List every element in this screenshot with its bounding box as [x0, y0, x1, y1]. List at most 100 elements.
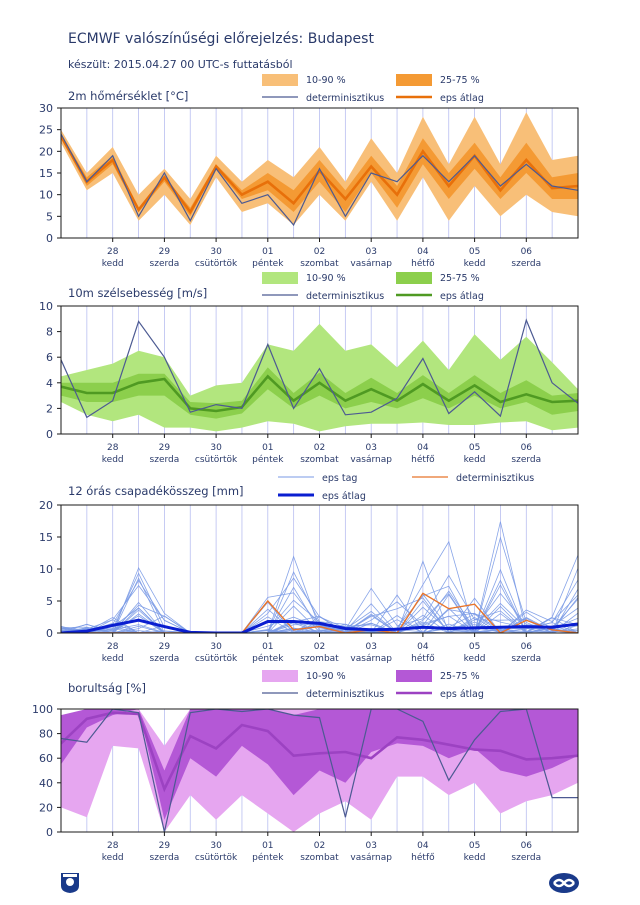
x-tick-day: 06 — [521, 443, 533, 453]
y-tick-label: 0 — [46, 232, 53, 245]
legend-label: 10-90 % — [306, 273, 346, 284]
x-tick-day: 02 — [314, 247, 325, 257]
x-tick-weekday: vasárnap — [350, 455, 392, 465]
x-tick-day: 01 — [262, 247, 273, 257]
eps-member-line — [61, 536, 578, 633]
eps-mean-line — [61, 711, 578, 793]
x-tick-day: 03 — [365, 841, 376, 851]
legend-label: eps átlag — [440, 93, 484, 104]
y-tick-label: 10 — [39, 563, 53, 576]
legend-swatch-10-90 — [262, 670, 298, 682]
y-tick-label: 4 — [46, 377, 53, 390]
x-tick-weekday: péntek — [252, 653, 284, 664]
x-tick-weekday: szombat — [300, 853, 339, 863]
deterministic-line — [61, 318, 578, 419]
deterministic-line — [61, 133, 578, 227]
y-tick-label: 15 — [39, 167, 53, 180]
y-tick-label: 0 — [46, 627, 53, 640]
eps-mean-line — [61, 618, 578, 633]
x-tick-weekday: szerda — [511, 654, 541, 664]
panel-title: 10m szélsebesség [m/s] — [68, 286, 207, 300]
deterministic-line — [61, 709, 578, 832]
x-tick-weekday: szerda — [511, 259, 541, 269]
x-tick-weekday: kedd — [102, 455, 124, 465]
x-tick-weekday: vasárnap — [350, 654, 392, 664]
x-tick-day: 06 — [521, 841, 533, 851]
x-tick-day: 04 — [417, 841, 429, 851]
legend-label: 10-90 % — [306, 75, 346, 86]
y-tick-label: 10 — [39, 189, 53, 202]
legend-swatch-25-75 — [396, 670, 432, 682]
y-tick-label: 80 — [39, 728, 53, 741]
x-tick-weekday: hétfő — [411, 852, 435, 863]
eps-mean-line — [61, 374, 578, 413]
x-tick-weekday: kedd — [464, 259, 486, 269]
x-tick-day: 04 — [417, 247, 429, 257]
y-tick-label: 20 — [39, 801, 53, 814]
x-tick-weekday: hétfő — [411, 653, 435, 664]
x-tick-day: 05 — [469, 642, 480, 652]
x-tick-weekday: csütörtök — [195, 259, 238, 269]
x-tick-day: 30 — [210, 841, 222, 851]
x-tick-day: 01 — [262, 642, 273, 652]
x-tick-day: 29 — [159, 247, 171, 257]
legend-label: determinisztikus — [306, 291, 384, 302]
x-tick-weekday: csütörtök — [195, 853, 238, 863]
x-tick-weekday: kedd — [102, 654, 124, 664]
y-tick-label: 6 — [46, 351, 53, 364]
x-tick-weekday: péntek — [252, 852, 284, 863]
legend-label: eps tag — [322, 473, 357, 484]
chart-title: ECMWF valószínűségi előrejelzés: Budapes… — [68, 31, 374, 47]
x-tick-weekday: kedd — [464, 654, 486, 664]
legend-swatch-25-75 — [396, 74, 432, 86]
panel-4: 02040608010028kedd29szerda30csütörtök01p… — [32, 670, 579, 863]
legend-swatch-10-90 — [262, 272, 298, 284]
x-tick-day: 05 — [469, 247, 480, 257]
y-tick-label: 5 — [46, 595, 53, 608]
panel-title: 12 órás csapadékösszeg [mm] — [68, 484, 244, 498]
y-tick-label: 30 — [39, 102, 53, 115]
x-tick-day: 05 — [469, 443, 480, 453]
x-tick-day: 01 — [262, 443, 273, 453]
x-tick-weekday: kedd — [102, 259, 124, 269]
x-tick-day: 28 — [107, 841, 119, 851]
panel-title: 2m hőmérséklet [°C] — [68, 89, 188, 103]
x-tick-weekday: vasárnap — [350, 853, 392, 863]
chart-subtitle: készült: 2015.04.27 00 UTC-s futtatásból — [68, 58, 293, 71]
eps-member-line — [61, 555, 578, 633]
y-tick-label: 20 — [39, 145, 53, 158]
x-tick-day: 28 — [107, 443, 119, 453]
legend-swatch-25-75 — [396, 272, 432, 284]
eps-member-line — [61, 601, 578, 633]
x-tick-weekday: csütörtök — [195, 455, 238, 465]
legend-label: eps átlag — [440, 689, 484, 700]
x-tick-day: 30 — [210, 247, 222, 257]
panel-1: 05101520253028kedd29szerda30csütörtök01p… — [39, 74, 579, 269]
x-tick-weekday: szombat — [300, 654, 339, 664]
x-tick-day: 29 — [159, 841, 171, 851]
y-tick-label: 20 — [39, 499, 53, 512]
x-tick-weekday: szerda — [150, 853, 180, 863]
x-tick-day: 28 — [107, 642, 119, 652]
x-tick-weekday: kedd — [102, 853, 124, 863]
x-tick-day: 03 — [365, 443, 376, 453]
x-tick-day: 04 — [417, 443, 429, 453]
x-tick-weekday: hétfő — [411, 454, 435, 465]
y-tick-label: 15 — [39, 531, 53, 544]
eps-member-line — [61, 568, 578, 633]
x-tick-weekday: szerda — [150, 654, 180, 664]
panel-3: 0510152028kedd29szerda30csütörtök01pénte… — [39, 473, 579, 664]
x-tick-day: 03 — [365, 247, 376, 257]
x-tick-day: 02 — [314, 841, 325, 851]
x-tick-weekday: vasárnap — [350, 259, 392, 269]
x-tick-day: 02 — [314, 443, 325, 453]
x-tick-weekday: szerda — [511, 853, 541, 863]
x-tick-day: 03 — [365, 642, 376, 652]
legend-label: 25-75 % — [440, 273, 480, 284]
y-tick-label: 60 — [39, 752, 53, 765]
band-25-75 — [61, 134, 578, 217]
y-tick-label: 100 — [32, 703, 53, 716]
x-tick-weekday: csütörtök — [195, 654, 238, 664]
x-tick-day: 06 — [521, 247, 533, 257]
x-tick-weekday: kedd — [464, 455, 486, 465]
